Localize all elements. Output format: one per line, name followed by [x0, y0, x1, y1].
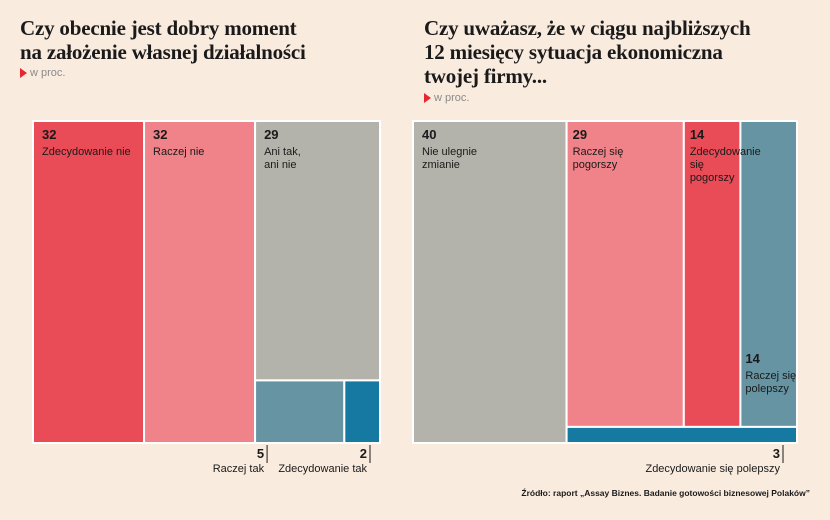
chart-1-label-0-0: Zdecydowanie nie — [42, 146, 131, 158]
chart-2-value-2: 14 — [690, 127, 705, 142]
chart-1-value-0: 32 — [42, 127, 56, 142]
triangle-marker-icon — [20, 68, 27, 78]
chart-2-value-0: 40 — [422, 127, 436, 142]
chart-1-label-2-1: ani nie — [264, 159, 296, 171]
chart-1-label-4: Zdecydowanie tak — [278, 463, 367, 475]
chart-2-cell-2 — [682, 120, 742, 428]
chart-1-unit-label: w proc. — [30, 67, 66, 79]
chart-2-label-0-0: Nie ulegnie — [422, 146, 477, 158]
chart-1-cell-4 — [343, 379, 381, 444]
chart-1-label-2-0: Ani tak, — [264, 146, 301, 158]
chart-2-title-line-3: twojej firmy... — [424, 64, 547, 88]
chart-1-label-3: Raczej tak — [213, 463, 265, 475]
chart-2-label-2-1: się — [690, 159, 704, 171]
chart-2-value-4: 3 — [773, 446, 780, 461]
chart-2-cell-1 — [565, 120, 685, 428]
chart-2-label-1-0: Raczej się — [573, 146, 624, 158]
chart-1-value-3: 5 — [257, 446, 264, 461]
chart-2-cell-4 — [565, 425, 798, 444]
chart-2-title-line-2: 12 miesięcy sytuacja ekonomiczna — [424, 40, 723, 64]
chart-1-cell-0 — [32, 120, 146, 444]
chart-1-value-4: 2 — [360, 446, 367, 461]
source-note: Źródło: raport „Assay Biznes. Badanie go… — [521, 488, 810, 498]
chart-2-label-3-0: Raczej się — [745, 370, 796, 382]
chart-1-cell-2 — [254, 120, 381, 382]
chart-1-label-1-0: Raczej nie — [153, 146, 204, 158]
chart-1-title-line-2: na założenie własnej działalności — [20, 40, 306, 64]
chart-2-label-4: Zdecydowanie się polepszy — [645, 463, 780, 475]
chart-1-cell-1 — [143, 120, 257, 444]
chart-1-unit: w proc. — [20, 67, 65, 79]
chart-2-title: Czy uważasz, że w ciągu najbliższych 12 … — [424, 16, 751, 88]
chart-2-label-0-1: zmianie — [422, 159, 460, 171]
chart-1-title-line-1: Czy obecnie jest dobry moment — [20, 16, 297, 40]
chart-2-label-2-2: pogorszy — [690, 172, 735, 184]
chart-1-value-2: 29 — [264, 127, 278, 142]
chart-2-value-3: 14 — [745, 351, 760, 366]
chart-2-cell-3 — [739, 120, 798, 428]
chart-2-unit: w proc. — [424, 92, 469, 104]
triangle-marker-icon — [424, 93, 431, 103]
chart-2-unit-label: w proc. — [434, 92, 470, 104]
chart-2-label-3-1: polepszy — [745, 383, 789, 395]
chart-1-value-1: 32 — [153, 127, 167, 142]
chart-2-label-2-0: Zdecydowanie — [690, 146, 761, 158]
chart-1-cell-3 — [254, 379, 346, 444]
chart-2-label-1-1: pogorszy — [573, 159, 618, 171]
chart-2-value-1: 29 — [573, 127, 587, 142]
chart-2-title-line-1: Czy uważasz, że w ciągu najbliższych — [424, 16, 751, 40]
chart-1-title: Czy obecnie jest dobry moment na założen… — [20, 16, 306, 64]
